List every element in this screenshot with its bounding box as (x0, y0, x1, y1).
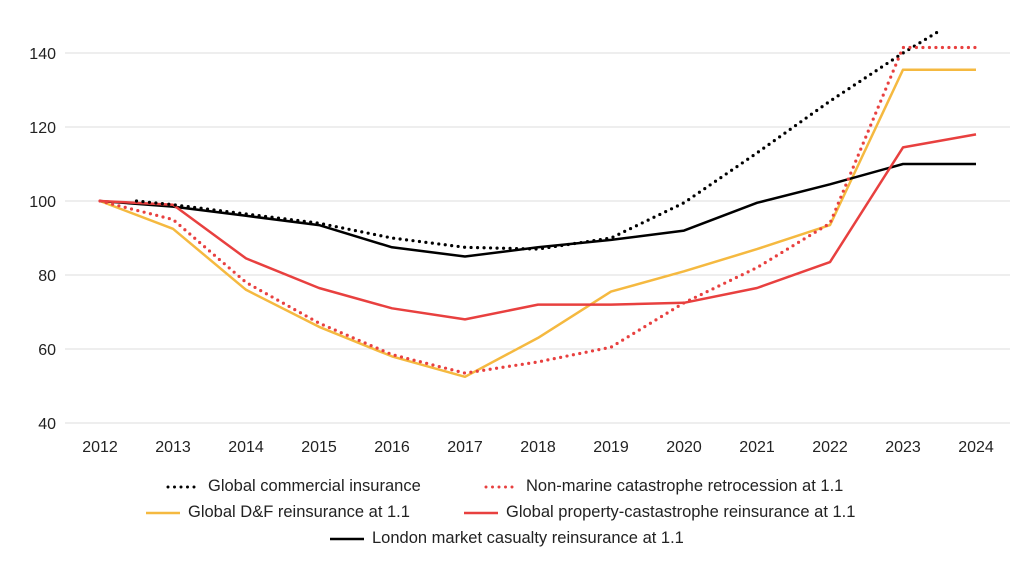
legend-label: Global commercial insurance (208, 477, 421, 495)
legend-label: London market casualty reinsurance at 1.… (372, 529, 684, 547)
line-chart: 40 60 80 100 120 140 2012 2013 2014 2015 2016 2017… (29, 29, 1010, 456)
legend-swatch-dotted-red (484, 485, 518, 488)
legend-swatch-red (464, 511, 498, 514)
legend-swatch-yellow (146, 511, 180, 514)
series-line-4 (99, 162, 976, 258)
x-tick-label: 2022 (812, 439, 848, 456)
y-tick-label: 140 (29, 46, 56, 63)
x-tick-label: 2015 (301, 439, 337, 456)
series-line-0 (134, 29, 942, 251)
legend-label: Global property-castastrophe reinsurance… (506, 503, 856, 521)
x-tick-label: 2023 (885, 439, 921, 456)
legend-item-df-reinsurance: Global D&F reinsurance at 1.1 (146, 503, 410, 522)
x-tick-label: 2013 (155, 439, 191, 456)
series-line-2 (99, 68, 976, 379)
legend-label: Non-marine catastrophe retrocession at 1… (526, 477, 844, 495)
legend-swatch-black (330, 537, 364, 540)
series-line-1 (98, 45, 978, 375)
legend-item-property-cat: Global property-castastrophe reinsurance… (464, 503, 855, 522)
x-tick-label: 2021 (739, 439, 775, 456)
y-tick-label: 120 (29, 120, 56, 137)
x-tick-label: 2014 (228, 439, 264, 456)
legend-item-retrocession: Non-marine catastrophe retrocession at 1… (484, 477, 843, 496)
y-tick-label: 80 (38, 268, 56, 285)
y-tick-label: 100 (29, 194, 56, 211)
x-tick-label: 2016 (374, 439, 410, 456)
x-tick-label: 2012 (82, 439, 118, 456)
y-tick-label: 60 (38, 342, 56, 359)
legend-item-global-commercial: Global commercial insurance (166, 477, 421, 496)
x-tick-label: 2019 (593, 439, 629, 456)
y-tick-label: 40 (38, 416, 56, 433)
x-tick-label: 2017 (447, 439, 483, 456)
legend-label: Global D&F reinsurance at 1.1 (188, 503, 410, 521)
x-tick-label: 2020 (666, 439, 702, 456)
legend-swatch-dotted-black (166, 485, 200, 488)
x-tick-label: 2024 (958, 439, 994, 456)
series-line-3 (99, 133, 977, 321)
x-tick-label: 2018 (520, 439, 556, 456)
legend-item-london-casualty: London market casualty reinsurance at 1.… (330, 529, 684, 548)
